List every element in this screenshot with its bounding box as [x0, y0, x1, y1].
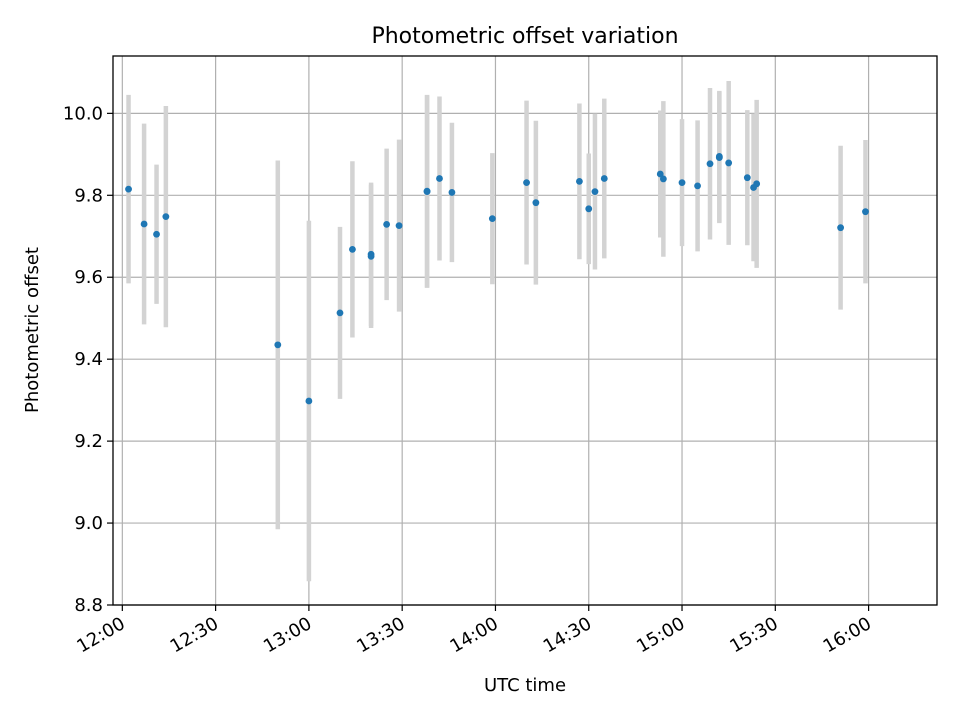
data-point — [862, 208, 869, 216]
data-point — [576, 177, 583, 185]
grid — [113, 56, 937, 606]
data-point — [125, 185, 132, 193]
plot-frame — [112, 55, 938, 606]
data-point — [753, 180, 761, 188]
chart-title: Photometric offset variation — [371, 24, 678, 49]
data-point — [523, 179, 530, 186]
data-point — [694, 182, 701, 190]
data-point — [600, 175, 608, 182]
data-point — [336, 309, 344, 317]
data-point — [436, 175, 443, 182]
data-point — [706, 160, 714, 168]
data-point — [715, 152, 723, 160]
data-point — [140, 220, 148, 228]
data-point — [591, 188, 599, 196]
data-point — [367, 252, 375, 260]
y-axis: 8.8 9.0 9.2 9.4 9.6 9.8 10.0 — [63, 103, 113, 616]
y-tick-label: 9.4 — [74, 349, 103, 370]
data-point — [656, 170, 664, 178]
data-point — [448, 189, 456, 196]
y-tick-label: 10.0 — [63, 103, 103, 124]
data-point — [274, 341, 282, 349]
data-point — [349, 245, 356, 253]
data-point — [678, 179, 686, 186]
data-point — [395, 222, 403, 230]
data-point — [585, 205, 593, 213]
data-point — [383, 220, 391, 228]
data-points — [125, 152, 869, 405]
y-tick-label: 9.8 — [74, 185, 103, 206]
data-point — [532, 199, 540, 207]
y-tick-label: 9.6 — [74, 267, 103, 288]
data-point — [659, 175, 667, 183]
data-point — [162, 213, 170, 221]
data-point — [153, 230, 160, 238]
y-tick-label: 8.8 — [74, 595, 103, 616]
data-point — [837, 224, 845, 232]
data-point — [423, 187, 431, 195]
data-point — [305, 397, 313, 405]
y-tick-label: 9.0 — [74, 513, 103, 534]
data-point — [743, 174, 751, 182]
data-point — [488, 215, 496, 223]
x-axis-title: UTC time — [484, 675, 566, 696]
y-tick-label: 9.2 — [74, 431, 103, 452]
data-point — [725, 159, 733, 167]
y-axis-title: Photometric offset — [22, 247, 43, 413]
